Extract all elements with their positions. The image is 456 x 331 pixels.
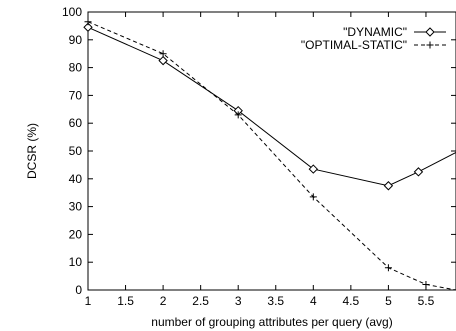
y-tick-label-0: 0 — [75, 283, 82, 297]
x-tick-label-3: 2.5 — [192, 294, 209, 308]
x-tick-label-7: 4.5 — [343, 294, 360, 308]
y-tick-label-2: 20 — [69, 227, 83, 241]
legend: "DYNAMIC""OPTIMAL-STATIC" — [301, 25, 446, 52]
x-tick-label-2: 2 — [160, 294, 167, 308]
series-1-point-3 — [309, 193, 317, 201]
x-tick-label-4: 3 — [235, 294, 242, 308]
x-tick-label-0: 1 — [85, 294, 92, 308]
series-0-point-1 — [158, 55, 168, 66]
y-tick-label-6: 60 — [69, 116, 83, 130]
legend-label-0: "DYNAMIC" — [343, 25, 407, 39]
y-tick-label-9: 90 — [69, 33, 83, 47]
plot-frame-group — [87, 11, 456, 291]
series-0-point-4 — [383, 181, 394, 191]
x-tick-label-5: 3.5 — [267, 294, 284, 308]
series-1-point-1 — [159, 50, 167, 58]
series-0-point-0 — [83, 22, 93, 32]
series-layer — [83, 18, 456, 291]
series-1-point-4 — [384, 264, 392, 272]
x-axis-title: number of grouping attributes per query … — [151, 315, 392, 329]
series-1-point-2 — [234, 111, 242, 119]
y-tick-label-1: 10 — [69, 255, 83, 269]
legend-marker-1 — [426, 41, 434, 49]
y-tick-label-8: 80 — [69, 61, 83, 75]
series-1-point-0 — [84, 18, 92, 26]
y-axis-title: DCSR (%) — [25, 123, 39, 179]
y-tick-label-3: 30 — [69, 200, 83, 214]
series-0-point-3 — [308, 164, 319, 174]
plot-frame — [87, 11, 456, 291]
x-tick-label-6: 4 — [310, 294, 317, 308]
x-tick-label-1: 1.5 — [117, 294, 134, 308]
y-tick-label-7: 70 — [69, 88, 83, 102]
series-line-1 — [87, 21, 456, 291]
legend-label-1: "OPTIMAL-STATIC" — [301, 38, 407, 52]
y-tick-label-5: 50 — [69, 144, 83, 158]
y-axis-ticks: 0 10 20 30 40 50 60 70 80 90 100 — [62, 5, 456, 297]
y-tick-label-4: 40 — [69, 172, 83, 186]
x-tick-label-8: 5 — [385, 294, 392, 308]
series-1-point-5 — [422, 280, 430, 288]
legend-marker-0 — [425, 27, 435, 37]
x-tick-label-9: 5.5 — [418, 294, 435, 308]
series-0-point-5 — [413, 167, 424, 177]
x-axis-ticks: 1 1.5 2 2.5 3 3.5 4 4.5 5 5.5 — [85, 12, 435, 308]
y-tick-label-10: 100 — [62, 5, 82, 19]
